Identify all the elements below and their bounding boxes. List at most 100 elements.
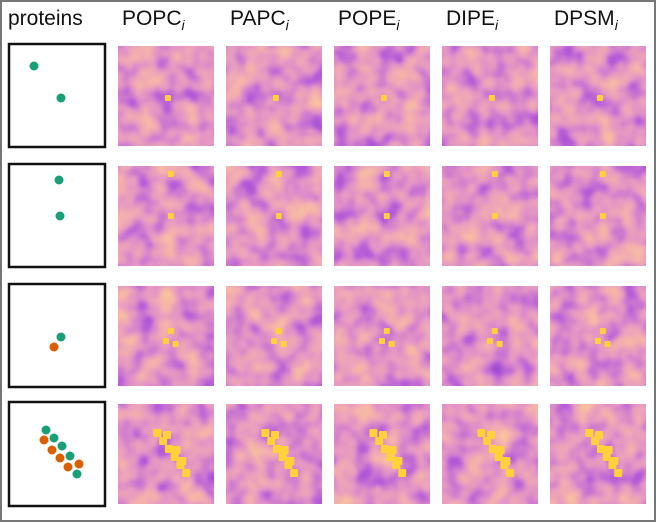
hotspot [502,457,511,465]
protein-dot [56,93,66,103]
hotspot [170,453,179,461]
column-header: POPCi [122,7,186,33]
heatmap [334,404,430,504]
hotspot [599,328,606,334]
hotspot [386,453,395,461]
protein-dot [55,453,65,463]
protein-panel [7,42,107,149]
hotspot [595,338,601,344]
hotspot [487,431,495,439]
heatmap [442,166,538,266]
hotspot [272,95,279,101]
hotspot [491,328,498,334]
hotspot [275,328,282,334]
heatmap [550,404,646,504]
protein-dot [41,425,51,435]
hotspot [163,431,171,439]
hotspot [506,469,515,477]
column-subscript: i [495,17,499,33]
protein-dot [39,435,49,445]
heatmap [550,286,646,386]
protein-dot [47,445,57,455]
column-name: PAPC [230,7,286,30]
hotspot [383,171,390,177]
protein-dot [72,469,82,479]
protein-dot [49,342,59,352]
heatmap [442,404,538,504]
hotspot [599,213,606,219]
hotspot [491,213,498,219]
hotspot [167,213,174,219]
hotspot [280,341,287,347]
hotspot [182,469,191,477]
heatmap [226,404,322,504]
column-header: DIPEi [446,7,499,33]
protein-dot [55,211,65,221]
hotspot [602,453,611,461]
column-name: DPSM [554,7,615,30]
column-name: POPC [122,7,182,30]
hotspot [488,95,495,101]
protein-dots [29,61,84,479]
heatmap [118,404,214,504]
hotspot [491,171,498,177]
hotspot [286,457,295,465]
heatmap [118,286,214,386]
protein-dot [29,61,39,71]
protein-dot [54,175,64,185]
column-subscript: i [396,17,400,33]
hotspot [585,429,594,437]
hotspot [167,171,174,177]
hotspot [275,171,282,177]
column-header: PAPCi [230,7,290,33]
hotspot [398,469,407,477]
hotspot [610,457,619,465]
hotspot [487,338,493,344]
column-name: POPE [338,7,396,30]
hotspot [388,341,395,347]
column-header: POPEi [338,7,400,33]
protein-dot [56,332,66,342]
hotspot [172,341,179,347]
protein-panel [7,400,107,508]
hotspot [383,213,390,219]
protein-dot [63,462,73,472]
heatmap [334,286,430,386]
hotspot [604,446,613,454]
column-subscript: i [182,17,186,33]
column-subscript: i [615,17,619,33]
proteins-header: proteins [8,7,83,30]
hotspot [271,431,279,439]
hotspot [595,431,603,439]
hotspot [496,341,503,347]
hotspot [614,469,623,477]
heatmap [442,286,538,386]
hotspot [379,431,387,439]
hotspot [280,446,289,454]
hotspot [388,446,397,454]
hotspot [167,328,174,334]
protein-dot [65,451,75,461]
hotspot [379,338,385,344]
column-subscript: i [286,17,290,33]
heatmap [226,166,322,266]
hotspot [380,95,387,101]
heatmap [118,166,214,266]
hotspot [178,457,187,465]
hotspot [164,445,173,453]
column-name: DIPE [446,7,495,30]
hotspot [494,453,503,461]
hotspot [278,453,287,461]
heatmap [334,166,430,266]
hotspot [153,429,162,437]
hotspot [272,445,281,453]
protein-dot [49,433,59,443]
hotspot [394,457,403,465]
hotspot [369,429,378,437]
hotspot [172,446,181,454]
hotspot [599,171,606,177]
hotspot [383,328,390,334]
column-header: DPSMi [554,7,619,33]
